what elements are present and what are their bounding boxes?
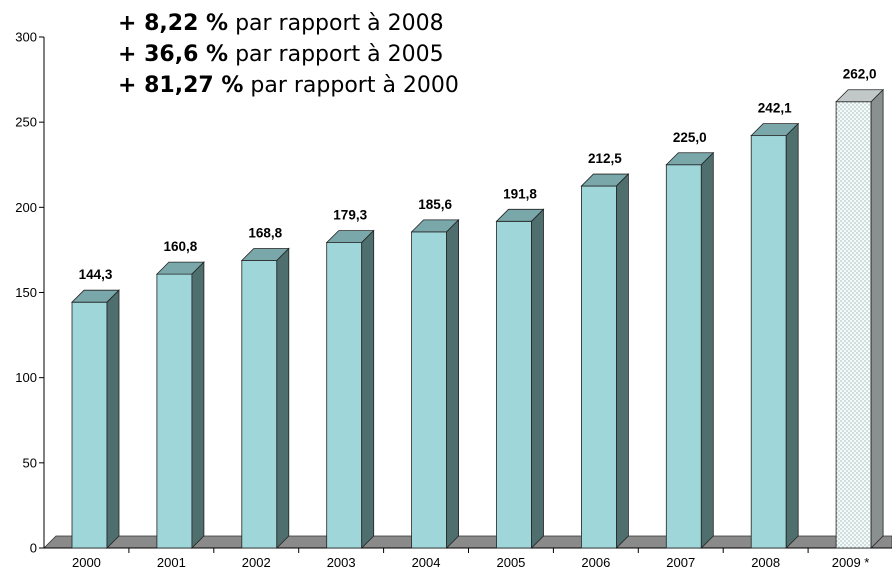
y-tick-label: 250	[15, 115, 37, 130]
bar-front	[326, 242, 363, 549]
bar-front	[156, 273, 193, 549]
x-tick-label: 2002	[242, 555, 271, 570]
bar	[495, 208, 545, 549]
x-tick-label: 2004	[412, 555, 441, 570]
bar	[71, 289, 120, 549]
bar	[155, 261, 205, 549]
bar-front	[496, 220, 532, 549]
data-label: 185,6	[418, 197, 452, 212]
bar-front	[71, 301, 108, 549]
y-tick-label: 150	[15, 285, 37, 300]
y-tick-label: 200	[15, 200, 37, 215]
bar-front	[750, 135, 787, 549]
bar-front	[665, 164, 702, 549]
y-tick-label: 0	[30, 541, 37, 556]
annotation-line-2: + 36,6 % par rapport à 2005	[118, 39, 459, 70]
bar	[580, 173, 630, 549]
bar-side	[870, 88, 884, 549]
annotation-text-2: par rapport à 2005	[228, 42, 444, 67]
annotation-text-1: par rapport à 2008	[228, 11, 444, 36]
data-label: 168,8	[248, 225, 282, 240]
data-label: 191,8	[503, 186, 537, 201]
data-label: 242,1	[758, 101, 792, 116]
data-label: 212,5	[588, 151, 622, 166]
y-tick-label: 50	[23, 455, 37, 470]
bar-side	[616, 173, 629, 549]
x-tick-label: 2000	[72, 555, 101, 570]
annotation-line-3: + 81,27 % par rapport à 2000	[118, 70, 459, 101]
annotation-value-2: + 36,6 %	[118, 42, 229, 67]
annotation-value-3: + 81,27 %	[118, 73, 244, 98]
x-tick-label: 2008	[751, 555, 780, 570]
bar-side	[106, 289, 120, 549]
annotation-line-1: + 8,22 % par rapport à 2008	[118, 8, 459, 39]
bar-front	[581, 185, 617, 549]
y-tick-label: 100	[15, 370, 37, 385]
annotation-text-3: par rapport à 2000	[243, 73, 459, 98]
bar-side	[361, 229, 375, 549]
bar-side	[700, 151, 714, 549]
bar-front	[411, 231, 448, 549]
y-tick-label: 300	[15, 30, 37, 45]
bar	[835, 88, 885, 549]
data-label: 160,8	[164, 239, 198, 254]
x-tick-label: 2007	[666, 555, 695, 570]
x-tick-label: 2003	[327, 555, 356, 570]
bar-front	[835, 101, 872, 549]
bar-side	[785, 122, 799, 549]
bar	[665, 151, 715, 549]
data-label: 225,0	[673, 130, 707, 145]
bar	[240, 247, 290, 549]
bar-side	[276, 247, 290, 549]
data-label: 262,0	[843, 67, 877, 82]
bar-front	[241, 260, 278, 549]
bar	[325, 229, 375, 549]
data-label: 144,3	[79, 267, 113, 282]
bar	[410, 218, 460, 549]
x-tick-label: 2009 *	[832, 555, 870, 570]
x-tick-label: 2006	[581, 555, 610, 570]
bar-side	[191, 261, 205, 549]
bar-side	[531, 208, 544, 549]
data-label: 179,3	[333, 208, 367, 223]
annotation-block: + 8,22 % par rapport à 2008 + 36,6 % par…	[118, 8, 459, 101]
x-tick-label: 2001	[157, 555, 186, 570]
bar	[750, 122, 800, 549]
bar-side	[446, 218, 460, 549]
annotation-value-1: + 8,22 %	[118, 11, 229, 36]
x-tick-label: 2005	[496, 555, 525, 570]
